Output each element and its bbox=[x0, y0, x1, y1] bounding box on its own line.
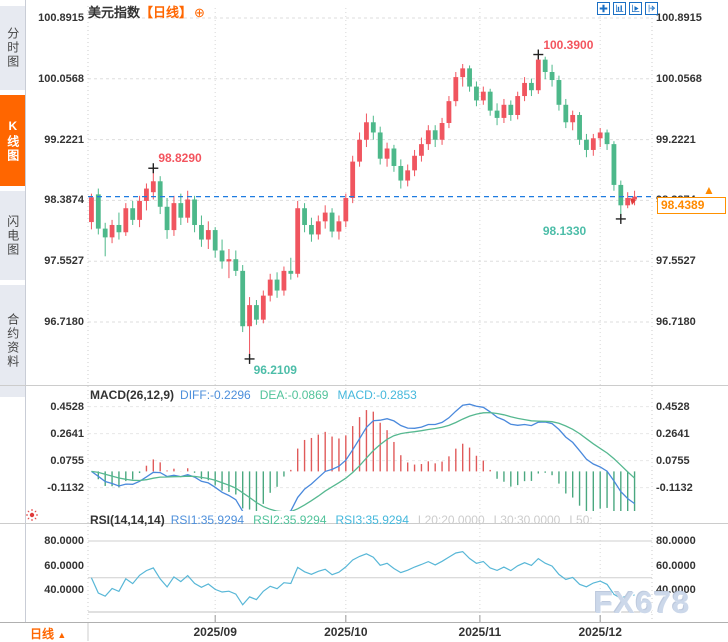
axis-label: 100.0568 bbox=[38, 72, 84, 85]
period-selector-arrow-icon: ▲ bbox=[57, 630, 67, 640]
rsi-pane-header: RSI(14,14,14) RSI1:35.9294 RSI2:35.9294 RSI… bbox=[90, 513, 611, 527]
indicator-value: L30:30.0000 bbox=[493, 513, 561, 527]
date-label: 2025/10 bbox=[324, 625, 368, 639]
export-right-icon[interactable] bbox=[645, 2, 658, 15]
axis-label: 0.2641 bbox=[50, 427, 84, 440]
indicator-value: DIFF:-0.2296 bbox=[180, 388, 251, 402]
sidebar: 分时图 K线图 闪电图 合约资料 bbox=[0, 0, 26, 641]
macd-values: DIFF:-0.2296 DEA:-0.0869 MACD:-0.2853 bbox=[180, 388, 426, 402]
date-label: 2025/09 bbox=[193, 625, 237, 639]
axis-label: 40.0000 bbox=[44, 584, 84, 596]
axis-label: 98.3874 bbox=[44, 194, 84, 207]
axis-label: 97.5527 bbox=[656, 255, 696, 268]
period-selector-label: 日线 bbox=[30, 627, 55, 641]
instrument-name: 美元指数 bbox=[88, 5, 141, 20]
sidebar-tab-time-chart[interactable]: 分时图 bbox=[0, 6, 25, 90]
axis-label: -0.1132 bbox=[656, 481, 693, 494]
key-point-markers bbox=[148, 49, 626, 364]
period-tag: 【日线】 bbox=[140, 5, 193, 20]
indicator-value: RSI3:35.9294 bbox=[335, 513, 409, 527]
axis-label: 99.2221 bbox=[656, 133, 696, 146]
macd-pane-header: MACD(26,12,9) DIFF:-0.2296 DEA:-0.0869 MACD… bbox=[90, 388, 435, 402]
axis-label: 97.5527 bbox=[44, 255, 84, 268]
axis-label: 0.4528 bbox=[656, 400, 690, 413]
axis-label: 96.7180 bbox=[44, 316, 84, 328]
price-annotation: 98.8290 bbox=[158, 151, 202, 166]
indicator-value: DEA:-0.0869 bbox=[259, 388, 329, 402]
axis-label: 80.0000 bbox=[656, 535, 696, 547]
axis-label: 96.7180 bbox=[656, 316, 696, 328]
candles bbox=[89, 54, 637, 359]
sidebar-tab-candle-chart[interactable]: K线图 bbox=[0, 95, 25, 186]
axis-playback-icon[interactable] bbox=[629, 2, 642, 15]
macd-pane bbox=[91, 403, 636, 511]
indicator-value: MACD:-0.2853 bbox=[337, 388, 417, 402]
rsi-line bbox=[90, 550, 635, 606]
axis-label: 0.4528 bbox=[50, 400, 84, 413]
axis-label: 80.0000 bbox=[44, 535, 84, 547]
chart-title-bar: 美元指数【日线】 ⊕ bbox=[88, 2, 205, 21]
price-annotation: 96.2109 bbox=[253, 362, 297, 377]
axis-label: 40.0000 bbox=[656, 584, 696, 596]
sidebar-tab-contract-info[interactable]: 合约资料 bbox=[0, 285, 25, 397]
latest-bar-marker bbox=[630, 198, 636, 205]
chart-toolbar bbox=[597, 2, 658, 15]
date-label: 2025/11 bbox=[458, 625, 502, 639]
axis-label: 60.0000 bbox=[656, 559, 696, 572]
price-annotation: 98.1330 bbox=[542, 223, 587, 238]
axis-label: 100.8915 bbox=[38, 12, 84, 24]
axis-label: 0.0755 bbox=[50, 454, 84, 467]
axis-label: -0.1132 bbox=[47, 481, 84, 494]
period-selector[interactable]: 日线 ▲ bbox=[30, 625, 66, 642]
macd-title: MACD(26,12,9) bbox=[90, 388, 175, 402]
price-annotation: 100.3900 bbox=[543, 37, 594, 52]
indicator-value: L20:20.0000 bbox=[417, 513, 485, 527]
axis-scale-icon[interactable] bbox=[613, 2, 626, 15]
date-label: 2025/12 bbox=[578, 625, 622, 639]
indicator-value: RSI2:35.9294 bbox=[253, 513, 327, 527]
indicator-value: RSI1:35.9294 bbox=[170, 513, 245, 527]
current-price-tag: 98.4389 bbox=[657, 197, 726, 214]
dea-line bbox=[91, 411, 636, 511]
axis-label: 0.2641 bbox=[656, 427, 690, 440]
crosshair-icon[interactable] bbox=[597, 2, 610, 15]
axis-label: 0.0755 bbox=[656, 454, 690, 467]
time-axis-bar: 日线 ▲ 2025/09 2025/10 2025/11 2025/12 bbox=[0, 623, 728, 641]
axis-label: 100.0568 bbox=[656, 72, 702, 85]
axis-label: 99.2221 bbox=[44, 133, 84, 146]
indicator-alert-icon[interactable] bbox=[26, 508, 38, 526]
rsi-values: RSI1:35.9294 RSI2:35.9294 RSI3:35.9294 L20:… bbox=[171, 513, 602, 527]
rsi-title: RSI(14,14,14) bbox=[90, 513, 165, 527]
price-up-triangle-icon: ▲ bbox=[703, 183, 715, 197]
rsi-pane bbox=[90, 550, 635, 606]
add-indicator-icon[interactable]: ⊕ bbox=[194, 5, 205, 20]
sidebar-tab-lightning-chart[interactable]: 闪电图 bbox=[0, 191, 25, 280]
axis-label: 60.0000 bbox=[44, 559, 84, 572]
indicator-value: L50: bbox=[569, 513, 593, 527]
axis-label: 100.8915 bbox=[656, 12, 702, 24]
